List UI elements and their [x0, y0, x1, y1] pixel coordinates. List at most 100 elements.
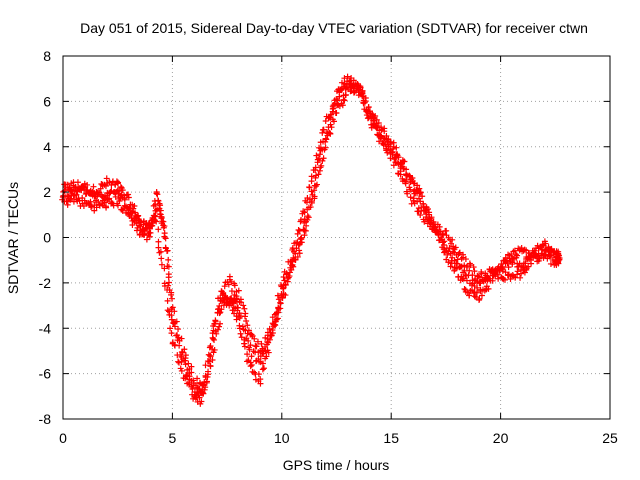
data-point: [262, 348, 269, 355]
data-point: [303, 222, 310, 229]
data-point: [409, 177, 416, 184]
data-point: [298, 217, 305, 224]
data-point: [188, 363, 195, 370]
data-point: [114, 202, 121, 209]
data-point: [477, 288, 484, 295]
data-point: [97, 185, 104, 192]
data-point: [341, 75, 348, 82]
data-point: [472, 294, 479, 301]
data-point: [535, 257, 542, 264]
data-point: [135, 217, 142, 224]
data-point: [371, 114, 378, 121]
data-point: [280, 282, 287, 289]
x-tick-label: 5: [169, 430, 177, 446]
data-point: [117, 183, 124, 190]
data-point: [296, 227, 303, 234]
data-point: [207, 342, 214, 349]
data-point: [73, 191, 80, 198]
data-point: [214, 326, 221, 333]
data-point: [555, 251, 562, 258]
data-point: [200, 390, 207, 397]
data-point: [523, 265, 530, 272]
data-point: [164, 307, 171, 314]
data-point: [311, 187, 318, 194]
data-point: [465, 272, 472, 279]
data-point: [197, 380, 204, 387]
data-point: [252, 349, 259, 356]
data-point: [329, 103, 336, 110]
data-point: [296, 247, 303, 254]
data-point: [323, 136, 330, 143]
data-point: [374, 131, 381, 138]
data-point: [175, 334, 182, 341]
data-point: [301, 216, 308, 223]
data-point: [156, 249, 163, 256]
data-point: [190, 377, 197, 384]
data-point: [248, 361, 255, 368]
data-point: [311, 193, 318, 200]
data-point: [320, 126, 327, 133]
data-point: [247, 342, 254, 349]
data-point: [542, 240, 549, 247]
data-point: [121, 196, 128, 203]
y-axis-label: SDTVAR / TECUs: [5, 182, 21, 294]
data-point: [507, 276, 514, 283]
data-point: [416, 190, 423, 197]
data-point: [390, 162, 397, 169]
y-tick-label: -8: [39, 411, 52, 427]
data-point: [217, 309, 224, 316]
data-point: [155, 197, 162, 204]
data-point: [168, 295, 175, 302]
data-point: [151, 217, 158, 224]
data-point: [400, 165, 407, 172]
data-point: [317, 139, 324, 146]
data-point: [447, 263, 454, 270]
y-tick-label: 8: [43, 48, 51, 64]
data-point: [243, 318, 250, 325]
data-point: [157, 202, 164, 209]
data-point: [181, 346, 188, 353]
data-point: [373, 124, 380, 131]
data-point: [492, 271, 499, 278]
data-point: [344, 73, 351, 80]
data-point: [209, 330, 216, 337]
data-point: [245, 337, 252, 344]
y-tick-label: 2: [43, 184, 51, 200]
data-point: [237, 313, 244, 320]
data-point: [168, 291, 175, 298]
data-point: [241, 343, 248, 350]
data-point: [114, 187, 121, 194]
data-point: [387, 141, 394, 148]
data-point: [322, 144, 329, 151]
data-point: [555, 252, 562, 259]
data-point: [165, 256, 172, 263]
data-point: [350, 77, 357, 84]
data-point: [148, 222, 155, 229]
data-point: [326, 129, 333, 136]
data-point: [165, 263, 172, 270]
data-point: [287, 258, 294, 265]
data-point: [154, 191, 161, 198]
data-point: [308, 198, 315, 205]
data-point: [211, 336, 218, 343]
data-point: [228, 288, 235, 295]
data-point: [458, 263, 465, 270]
data-point: [192, 382, 199, 389]
data-point: [244, 358, 251, 365]
series-track-1: [60, 80, 563, 407]
data-point: [158, 255, 165, 262]
x-axis-label: GPS time / hours: [283, 457, 390, 473]
data-point: [403, 176, 410, 183]
data-point: [328, 124, 335, 131]
data-point: [235, 304, 242, 311]
data-point: [548, 247, 555, 254]
data-point: [145, 230, 152, 237]
data-point: [360, 93, 367, 100]
data-point: [241, 305, 248, 312]
data-point: [307, 204, 314, 211]
data-point: [93, 197, 100, 204]
data-point: [161, 223, 168, 230]
data-point: [430, 223, 437, 230]
data-point: [422, 207, 429, 214]
data-point: [133, 220, 140, 227]
